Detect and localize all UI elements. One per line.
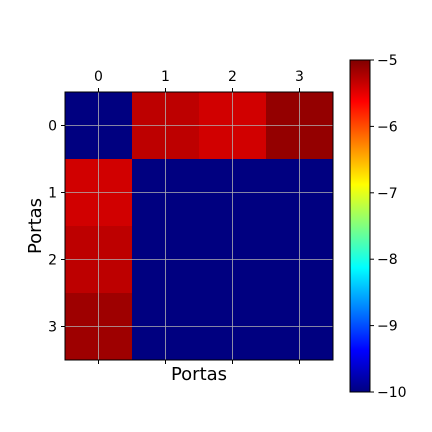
y-tick-label-0: 0 (48, 119, 57, 135)
x-ticks: 0 1 2 3 (94, 69, 304, 364)
y-ticks: 0 1 2 3 (48, 119, 65, 336)
y-tick-label-2: 2 (48, 253, 57, 269)
y-tick-label-1: 1 (48, 186, 57, 202)
colorbar-tick-label-0: −5 (377, 53, 398, 69)
colorbar (349, 59, 371, 393)
heatmap-cells (65, 92, 334, 361)
x-tick-label-3: 3 (295, 69, 304, 85)
colorbar-tick-label-3: −8 (377, 252, 398, 268)
plot-frame (64, 91, 334, 361)
colorbar-tick-label-4: −9 (377, 319, 398, 335)
x-tick-label-0: 0 (94, 69, 103, 85)
colorbar-tick-label-2: −7 (377, 186, 398, 202)
x-tick-label-1: 1 (161, 69, 170, 85)
x-tick-label-2: 2 (228, 69, 237, 85)
y-axis-label: Portas (25, 198, 46, 254)
colorbar-tick-label-1: −6 (377, 119, 398, 135)
y-tick-label-3: 3 (48, 320, 57, 336)
grid-lines (65, 92, 333, 360)
x-axis-label: Portas (171, 364, 227, 385)
colorbar-tick-label-5: −10 (377, 385, 407, 401)
colorbar-ticks: −5 −6 −7 −8 −9 −10 (370, 53, 407, 401)
